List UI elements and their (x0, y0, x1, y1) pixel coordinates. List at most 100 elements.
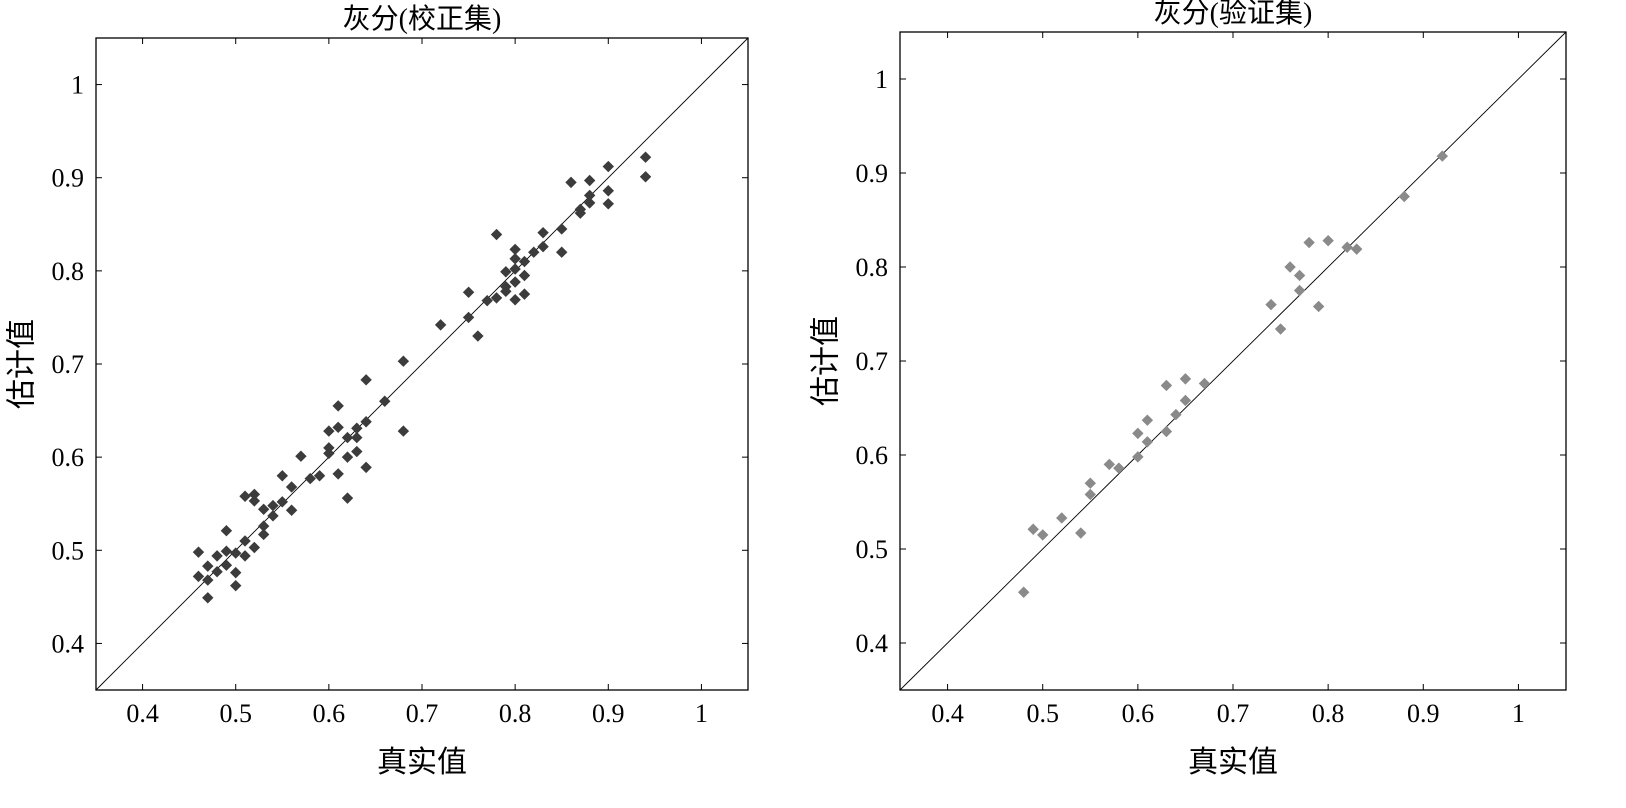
data-point (509, 243, 521, 256)
data-point (1341, 241, 1353, 253)
data-point (332, 400, 344, 412)
x-axis-label: 真实值 (1188, 746, 1278, 779)
data-point (1141, 414, 1154, 426)
data-point (220, 545, 233, 557)
x-tick-label: 0.8 (1312, 699, 1345, 728)
data-point (230, 547, 242, 559)
data-point (248, 541, 261, 554)
data-point (239, 490, 251, 502)
data-point (509, 263, 521, 275)
data-point (509, 276, 521, 288)
data-point (500, 285, 512, 298)
data-point (1303, 236, 1315, 249)
y-tick-label: 1 (875, 65, 888, 94)
data-point (397, 355, 410, 367)
data-point (397, 425, 410, 437)
data-point (518, 288, 531, 300)
y-tick-label: 0.6 (52, 443, 85, 472)
x-tick-label: 1 (695, 699, 708, 728)
data-point (583, 197, 596, 209)
x-tick-label: 0.6 (313, 699, 346, 728)
x-tick-label: 1 (1512, 699, 1525, 728)
data-point (230, 579, 242, 592)
data-point (267, 499, 279, 512)
data-point (462, 286, 475, 298)
x-axis-label: 真实值 (377, 746, 467, 779)
data-point (267, 510, 279, 522)
data-point (1322, 234, 1334, 247)
data-point (304, 472, 316, 485)
data-point (1113, 462, 1125, 474)
x-tick-label: 0.8 (499, 699, 532, 728)
data-point (351, 431, 363, 444)
data-point (509, 253, 521, 265)
data-point (481, 294, 493, 307)
y-axis-label: 估计值 (6, 319, 39, 409)
data-point (490, 228, 503, 241)
data-point (341, 492, 354, 504)
data-point (230, 566, 242, 579)
data-point (1141, 436, 1154, 448)
data-point (537, 240, 549, 253)
data-point (248, 495, 261, 507)
data-point (518, 255, 531, 268)
chart-title: 灰分(验证集) (1154, 0, 1313, 29)
data-point (1084, 477, 1096, 489)
data-point (639, 151, 652, 163)
data-point (556, 246, 568, 258)
data-point (462, 311, 475, 324)
x-tick-label: 0.5 (219, 699, 252, 728)
data-point (1017, 586, 1030, 598)
data-point (360, 461, 372, 474)
data-point (1350, 243, 1363, 255)
data-point (257, 528, 270, 541)
data-point (239, 535, 251, 547)
data-point (500, 266, 512, 278)
data-point (1084, 488, 1096, 501)
data-point (323, 447, 335, 460)
data-point (1103, 458, 1116, 471)
data-point (1436, 150, 1449, 162)
y-tick-label: 0.9 (856, 159, 889, 188)
data-point (351, 422, 363, 434)
x-tick-label: 0.9 (1407, 699, 1440, 728)
data-point (602, 160, 614, 173)
reference-line (95, 37, 749, 691)
data-point (1179, 373, 1192, 385)
x-tick-label: 0.5 (1026, 699, 1059, 728)
data-point (220, 525, 233, 537)
data-point (490, 292, 503, 304)
data-point (1132, 427, 1144, 440)
y-tick-label: 0.6 (856, 441, 889, 470)
data-point (1056, 512, 1068, 524)
data-point (1265, 298, 1277, 311)
data-point (537, 226, 549, 239)
data-point (332, 421, 344, 434)
y-axis-label: 估计值 (810, 316, 843, 406)
data-point (341, 451, 354, 463)
data-point (1293, 269, 1306, 282)
data-point (1293, 284, 1306, 297)
data-point (1075, 527, 1087, 539)
data-point (360, 416, 372, 428)
data-point (639, 171, 652, 183)
data-point (1274, 323, 1287, 335)
data-point (192, 546, 205, 558)
y-tick-label: 1 (71, 71, 84, 100)
data-point (1037, 529, 1049, 541)
data-point (351, 445, 363, 458)
data-point (202, 574, 214, 586)
data-point (239, 550, 251, 562)
data-point (509, 294, 521, 306)
data-point (556, 223, 568, 235)
reference-line (899, 31, 1567, 691)
data-point (434, 319, 447, 331)
data-point (528, 246, 540, 258)
data-point (211, 550, 223, 562)
data-point (276, 496, 288, 508)
x-tick-label: 0.7 (406, 699, 439, 728)
data-point (285, 481, 298, 493)
data-point (202, 592, 214, 604)
data-point (565, 176, 577, 189)
data-point (602, 185, 614, 197)
